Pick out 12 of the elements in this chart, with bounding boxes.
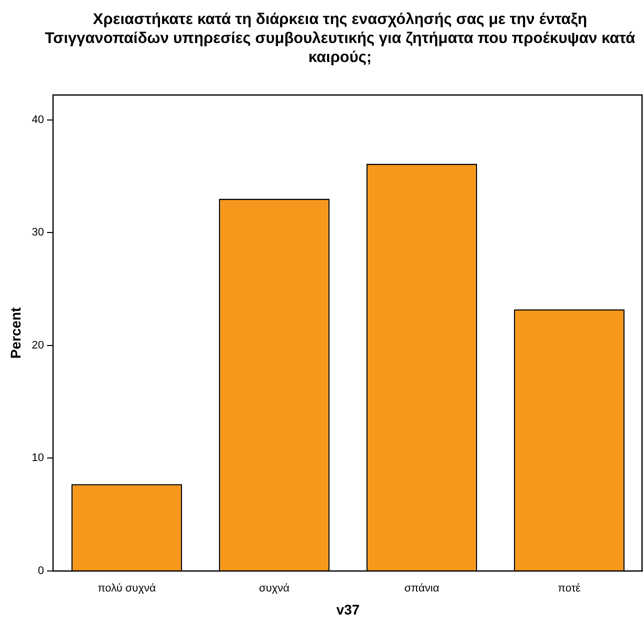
y-tick-label: 20 — [32, 339, 44, 352]
y-axis-title: Percent — [7, 306, 24, 359]
x-axis-title: v37 — [336, 601, 360, 618]
y-tick-label: 10 — [32, 452, 44, 464]
x-tick-label: συχνά — [259, 582, 290, 595]
chart-title: Χρειαστήκατε κατά τη διάρκεια της ενασχόλησής σας με την ένταξη Τσιγγανοπαίδων υπηρεσίες συμβουλευτικής για ζητήματα που προέκυψαν κατά καιρούς; — [44, 10, 636, 67]
x-tick-label: πολύ συχνά — [98, 582, 156, 595]
x-tick-label: ποτέ — [558, 582, 581, 595]
x-tick-label: σπάνια — [404, 582, 440, 595]
y-tick-label: 40 — [32, 114, 44, 126]
y-tick-label: 0 — [38, 565, 44, 578]
y-tick-label: 30 — [32, 226, 44, 239]
